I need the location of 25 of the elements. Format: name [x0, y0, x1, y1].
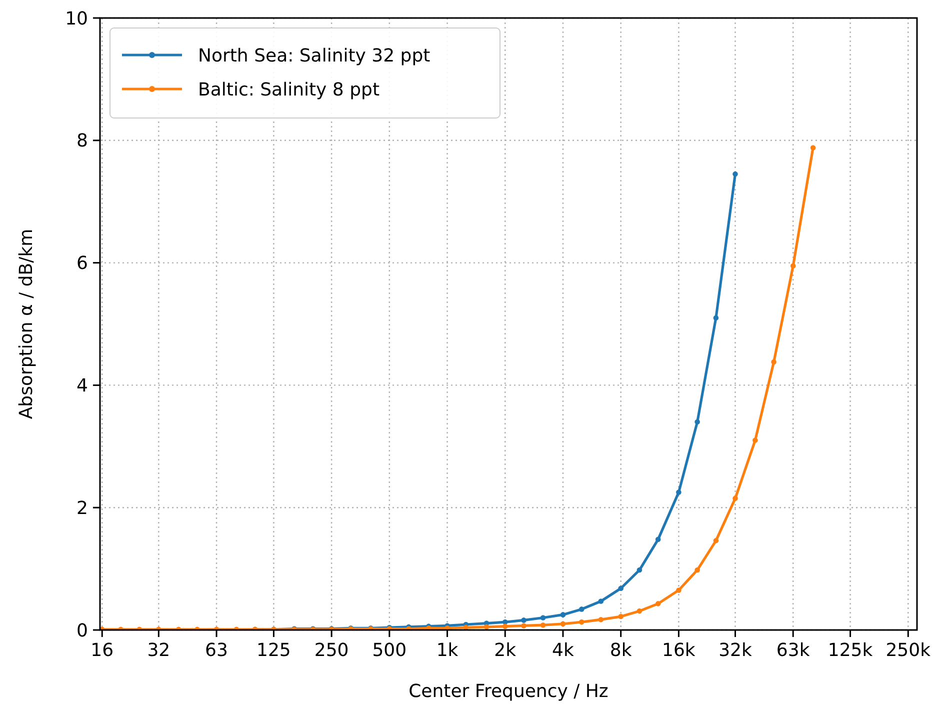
x-tick-label: 63k — [776, 640, 810, 661]
x-tick-label: 32k — [718, 640, 752, 661]
x-tick-label: 16k — [662, 640, 696, 661]
x-tick-label: 32 — [147, 640, 170, 661]
x-tick-label: 1k — [436, 640, 459, 661]
x-tick-label: 500 — [372, 640, 407, 661]
x-tick-label: 125k — [828, 640, 874, 661]
x-tick-label: 4k — [552, 640, 574, 661]
x-tick-label: 8k — [610, 640, 632, 661]
x-tick-label: 250 — [314, 640, 349, 661]
x-axis-title: Center Frequency / Hz — [408, 681, 608, 702]
legend-label: Baltic: Salinity 8 ppt — [198, 79, 380, 100]
y-tick-label: 2 — [76, 498, 88, 519]
x-tick-label: 63 — [205, 640, 228, 661]
legend-label: North Sea: Salinity 32 ppt — [198, 45, 430, 66]
x-tick-label: 250k — [886, 640, 932, 661]
y-tick-label: 6 — [76, 253, 88, 274]
x-tick-label: 125 — [256, 640, 291, 661]
y-tick-label: 8 — [76, 130, 88, 152]
y-tick-label: 4 — [76, 376, 88, 396]
y-tick-label: 10 — [65, 8, 88, 30]
y-axis-title: Absorption α / dB/km — [16, 228, 37, 420]
x-tick-label: 2k — [494, 640, 517, 661]
x-tick-label: 16 — [90, 640, 114, 661]
y-tick-label: 0 — [76, 620, 88, 642]
